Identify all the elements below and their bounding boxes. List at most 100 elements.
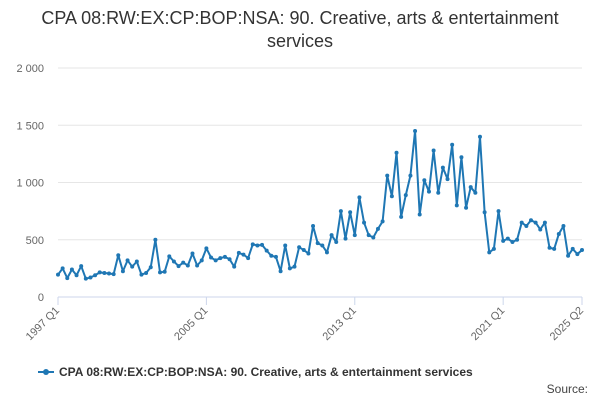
data-point [366, 233, 371, 238]
source-label: Source: [546, 382, 588, 396]
y-tick-label: 500 [26, 235, 44, 247]
data-point [533, 220, 538, 225]
data-point [505, 236, 510, 241]
data-point [107, 271, 112, 276]
data-point [348, 210, 353, 215]
data-point [524, 224, 529, 229]
data-point [130, 264, 135, 269]
data-point [357, 195, 362, 200]
data-point [204, 246, 209, 251]
data-point [580, 248, 584, 253]
data-point [403, 193, 408, 198]
data-point [459, 155, 464, 160]
data-point [454, 203, 459, 208]
data-point [515, 237, 520, 242]
data-point [102, 270, 107, 275]
data-point [352, 233, 357, 238]
data-point [65, 276, 70, 281]
data-point [222, 254, 227, 259]
y-tick-label: 1 500 [16, 120, 44, 132]
data-point [273, 254, 278, 259]
data-point [375, 226, 380, 231]
data-point [195, 263, 200, 268]
data-point [538, 227, 543, 232]
data-point [445, 177, 450, 182]
data-point [487, 250, 492, 255]
legend-label: CPA 08:RW:EX:CP:BOP:NSA: 90. Creative, a… [59, 365, 473, 379]
data-point [269, 253, 274, 258]
data-point [88, 275, 93, 280]
data-point [111, 272, 116, 277]
data-point [236, 250, 241, 255]
data-point [426, 189, 431, 194]
data-point [167, 254, 172, 259]
x-tick-label: 2005 Q1 [172, 305, 210, 343]
data-point [389, 194, 394, 199]
data-point [120, 269, 125, 274]
x-tick-label: 1997 Q1 [24, 305, 62, 343]
data-point [218, 256, 223, 261]
axes [57, 296, 583, 305]
data-point [338, 209, 343, 214]
data-point [306, 251, 311, 256]
grid-lines [58, 67, 582, 241]
data-point [292, 264, 297, 269]
data-point [83, 276, 88, 281]
data-point [283, 243, 288, 248]
data-point [176, 264, 181, 269]
data-point [566, 253, 571, 258]
chart-title: CPA 08:RW:EX:CP:BOP:NSA: 90. Creative, a… [41, 8, 559, 51]
y-tick-label: 0 [38, 292, 44, 304]
data-point [162, 269, 167, 274]
data-point [394, 150, 399, 155]
data-point [473, 190, 478, 195]
series-line [57, 129, 583, 280]
data-point [153, 237, 158, 242]
data-point [528, 218, 533, 223]
data-point [542, 220, 547, 225]
data-point [79, 264, 84, 269]
data-point [171, 259, 176, 264]
data-point [148, 265, 153, 270]
data-point [482, 210, 487, 215]
data-point [561, 224, 566, 229]
legend-dot [43, 369, 49, 375]
data-point [241, 252, 246, 257]
data-point [422, 178, 427, 183]
data-point [468, 185, 473, 190]
data-point [431, 148, 436, 153]
x-tick-label: 2013 Q1 [321, 305, 359, 343]
data-point [301, 248, 306, 253]
data-point [260, 242, 265, 247]
data-point [125, 258, 130, 263]
data-point [297, 245, 302, 250]
data-point [547, 245, 552, 250]
data-point [139, 272, 144, 277]
data-point [264, 248, 269, 253]
data-point [116, 253, 121, 258]
data-point [510, 240, 515, 245]
data-point [408, 173, 413, 178]
data-point [371, 235, 376, 240]
data-point [69, 267, 74, 272]
legend[interactable]: CPA 08:RW:EX:CP:BOP:NSA: 90. Creative, a… [38, 365, 473, 379]
data-point [134, 259, 139, 264]
data-point [343, 236, 348, 241]
data-point [185, 263, 190, 268]
data-point [181, 260, 186, 265]
data-point [320, 243, 325, 248]
data-point [496, 209, 501, 214]
data-point [74, 273, 79, 278]
data-point [491, 246, 496, 251]
series-layer [56, 128, 584, 281]
data-point [519, 220, 524, 225]
data-point [232, 264, 237, 269]
data-point [477, 134, 482, 139]
data-point [209, 255, 214, 260]
data-point [250, 242, 255, 247]
data-point [362, 220, 367, 225]
data-point [575, 252, 580, 257]
legend-swatch [38, 366, 54, 378]
data-point [190, 251, 195, 256]
